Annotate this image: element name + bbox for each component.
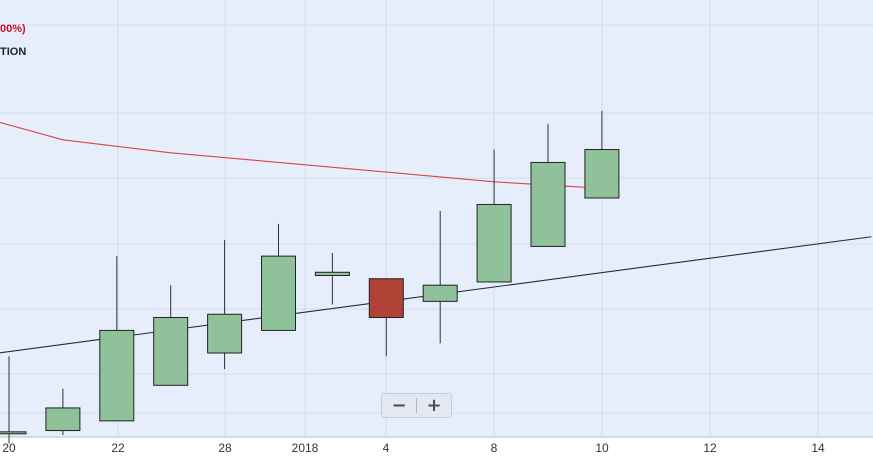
- candle-up: [314, 252, 350, 305]
- grid-lines: [0, 0, 873, 438]
- zoom-control: − +: [381, 393, 452, 418]
- x-tick-label: 14: [811, 441, 825, 455]
- candle-body: [207, 313, 243, 354]
- candle-up: [584, 110, 620, 199]
- candle-body: [99, 329, 135, 422]
- legend-percent-label: 00%): [0, 23, 26, 35]
- x-tick-label: 10: [595, 441, 609, 455]
- candle-up: [476, 149, 512, 283]
- candles-layer: [0, 110, 620, 444]
- candle-up: [530, 123, 566, 247]
- candle-body: [422, 284, 458, 302]
- zoom-out-button[interactable]: −: [391, 394, 407, 416]
- candle-up: [0, 356, 27, 444]
- candle-body: [368, 278, 404, 318]
- candle-up: [207, 239, 243, 370]
- candle-body: [45, 407, 81, 432]
- candle-up: [261, 223, 296, 331]
- x-tick-label: 20: [2, 441, 16, 455]
- zoom-divider: [416, 398, 417, 413]
- x-tick-label: 28: [218, 441, 232, 455]
- candle-up: [99, 256, 135, 422]
- x-tick-label: 4: [382, 441, 390, 455]
- candle-down: [368, 278, 404, 357]
- candle-body: [476, 203, 512, 283]
- candle-body: [584, 149, 620, 199]
- x-tick-label: 2018: [291, 441, 319, 455]
- candle-up: [422, 210, 458, 344]
- zoom-in-button[interactable]: +: [426, 394, 442, 416]
- candle-body: [530, 161, 566, 247]
- candle-body: [0, 431, 27, 435]
- candle-up: [153, 285, 189, 386]
- plot-background: [0, 0, 873, 437]
- candle-up: [45, 388, 81, 436]
- x-tick-label: 12: [703, 441, 717, 455]
- x-tick-label: 22: [111, 441, 125, 455]
- candle-body: [261, 255, 296, 331]
- candle-body: [314, 271, 350, 276]
- legend-indicator-label: TION: [0, 46, 27, 58]
- candle-body: [153, 316, 189, 386]
- x-tick-label: 8: [490, 441, 498, 455]
